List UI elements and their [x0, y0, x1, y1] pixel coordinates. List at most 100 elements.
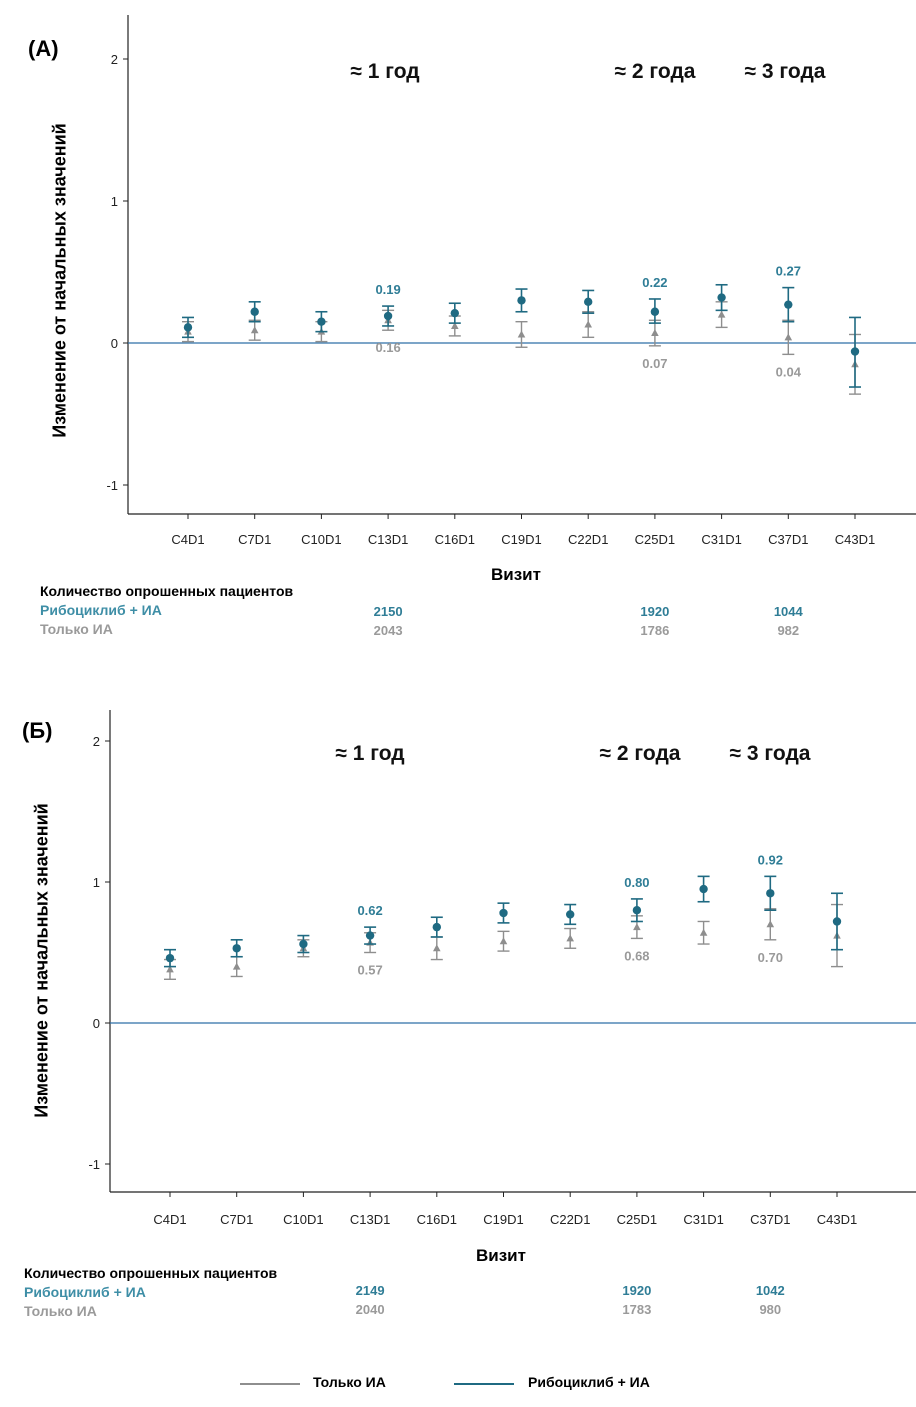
- x-tick-label: C43D1: [817, 1212, 857, 1227]
- y-tick-label: -1: [88, 1157, 100, 1172]
- y-tick-label: -1: [106, 478, 118, 493]
- value-label-ribociclib: 0.22: [642, 275, 667, 290]
- data-point-ribociclib: [766, 889, 775, 898]
- x-tick-label: C16D1: [417, 1212, 457, 1227]
- panel-label: (Б): [22, 718, 53, 743]
- legend-line-ai: [240, 1383, 300, 1385]
- count-ribociclib: 1920: [640, 604, 670, 619]
- x-tick-label: C7D1: [220, 1212, 253, 1227]
- y-tick-label: 2: [111, 52, 118, 67]
- count-ai: 2043: [373, 623, 403, 638]
- time-annotation: ≈ 2 года: [615, 60, 696, 83]
- data-point-ribociclib: [450, 308, 459, 318]
- data-point-ai: [717, 310, 726, 318]
- data-point-ai: [499, 937, 508, 945]
- data-point-ai: [166, 965, 174, 973]
- value-label-ribociclib: 0.62: [357, 903, 382, 918]
- data-point-ribociclib: [299, 939, 308, 949]
- data-point-ribociclib: [499, 908, 508, 918]
- count-ribociclib: 1920: [622, 1283, 652, 1298]
- x-tick-label: C19D1: [483, 1212, 523, 1227]
- data-point-ai: [766, 920, 775, 928]
- value-label-ribociclib: 0.19: [375, 282, 400, 297]
- data-point-ai: [784, 333, 793, 341]
- data-point-ribociclib: [584, 297, 593, 307]
- counts-row-label-ribociclib: Рибоциклиб + ИА: [40, 602, 162, 618]
- count-ribociclib: 2149: [355, 1283, 385, 1298]
- value-label-ribociclib: 0.80: [624, 875, 649, 890]
- data-point-ribociclib: [632, 906, 642, 915]
- legend-line-ribociclib: [454, 1383, 514, 1385]
- x-tick-label: C4D1: [153, 1212, 186, 1227]
- x-tick-label: C22D1: [568, 532, 608, 547]
- count-ribociclib: 2150: [373, 604, 403, 619]
- value-label-ai: 0.07: [642, 356, 667, 371]
- data-point-ribociclib: [517, 296, 526, 305]
- count-ai: 1786: [640, 623, 670, 638]
- time-annotation: ≈ 3 года: [745, 60, 826, 83]
- y-tick-label: 1: [111, 194, 118, 209]
- data-point-ribociclib: [566, 910, 575, 919]
- x-tick-label: C13D1: [350, 1212, 390, 1227]
- x-tick-label: C25D1: [617, 1212, 657, 1227]
- count-ai: 982: [777, 623, 800, 638]
- data-point-ai: [232, 962, 241, 970]
- y-tick-label: 1: [93, 875, 100, 890]
- x-tick-label: C31D1: [683, 1212, 723, 1227]
- data-point-ribociclib: [650, 307, 660, 316]
- data-point-ribociclib: [784, 300, 793, 309]
- data-point-ai: [651, 329, 659, 337]
- data-point-ai: [566, 934, 574, 942]
- x-tick-label: C31D1: [701, 532, 741, 547]
- x-tick-label: C37D1: [768, 532, 808, 547]
- value-label-ai: 0.70: [758, 950, 783, 965]
- data-point-ribociclib: [365, 931, 375, 940]
- data-point-ribociclib: [699, 884, 708, 894]
- x-axis-title: Визит: [476, 1246, 526, 1265]
- data-point-ai: [584, 320, 592, 328]
- data-point-ribociclib: [183, 323, 193, 332]
- x-tick-label: C7D1: [238, 532, 271, 547]
- count-ai: 1783: [622, 1302, 652, 1317]
- data-point-ribociclib: [232, 944, 241, 953]
- legend: Только ИА Рибоциклиб + ИА: [0, 1372, 916, 1402]
- x-tick-label: C19D1: [501, 532, 541, 547]
- chart-plot-a: 2 1 0 -1 C4D1 C7D1 C10D1 C13D1 C16D1 C19D1 C22D1 C2…: [106, 15, 916, 547]
- value-label-ai: 0.68: [624, 948, 649, 963]
- value-label-ai: 0.04: [776, 364, 802, 379]
- value-label-ribociclib: 0.92: [758, 852, 783, 867]
- data-point-ai: [633, 923, 641, 931]
- legend-label-ai: Только ИА: [313, 1374, 386, 1390]
- count-ai: 2040: [355, 1302, 385, 1317]
- time-annotation: ≈ 1 год: [350, 60, 419, 83]
- counts-row-label-ribociclib: Рибоциклиб + ИА: [24, 1284, 146, 1300]
- x-tick-label: C37D1: [750, 1212, 790, 1227]
- counts-row-label-ai: Только ИА: [40, 621, 113, 637]
- time-annotation: ≈ 2 года: [600, 742, 681, 765]
- data-point-ai: [451, 321, 459, 329]
- data-point-ribociclib: [250, 307, 259, 316]
- data-point-ribociclib: [850, 347, 860, 356]
- time-annotation: ≈ 3 года: [730, 742, 811, 765]
- data-point-ribociclib: [317, 317, 326, 326]
- y-tick-label: 0: [93, 1016, 100, 1031]
- data-point-ai: [517, 330, 526, 338]
- legend-label-ribociclib: Рибоциклиб + ИА: [528, 1374, 650, 1390]
- y-tick-label: 2: [93, 734, 100, 749]
- x-tick-label: C16D1: [435, 532, 475, 547]
- value-label-ai: 0.57: [357, 963, 382, 978]
- y-tick-label: 0: [111, 336, 118, 351]
- x-tick-label: C22D1: [550, 1212, 590, 1227]
- data-point-ribociclib: [165, 953, 175, 963]
- data-point-ai: [699, 928, 708, 936]
- value-label-ai: 0.16: [375, 340, 400, 355]
- counts-row-label-ai: Только ИА: [24, 1303, 97, 1319]
- x-axis-title: Визит: [491, 565, 541, 584]
- data-point-ribociclib: [383, 311, 393, 321]
- x-tick-label: C10D1: [283, 1212, 323, 1227]
- x-tick-label: C13D1: [368, 532, 408, 547]
- x-tick-label: C4D1: [171, 532, 204, 547]
- data-point-ai: [433, 944, 441, 952]
